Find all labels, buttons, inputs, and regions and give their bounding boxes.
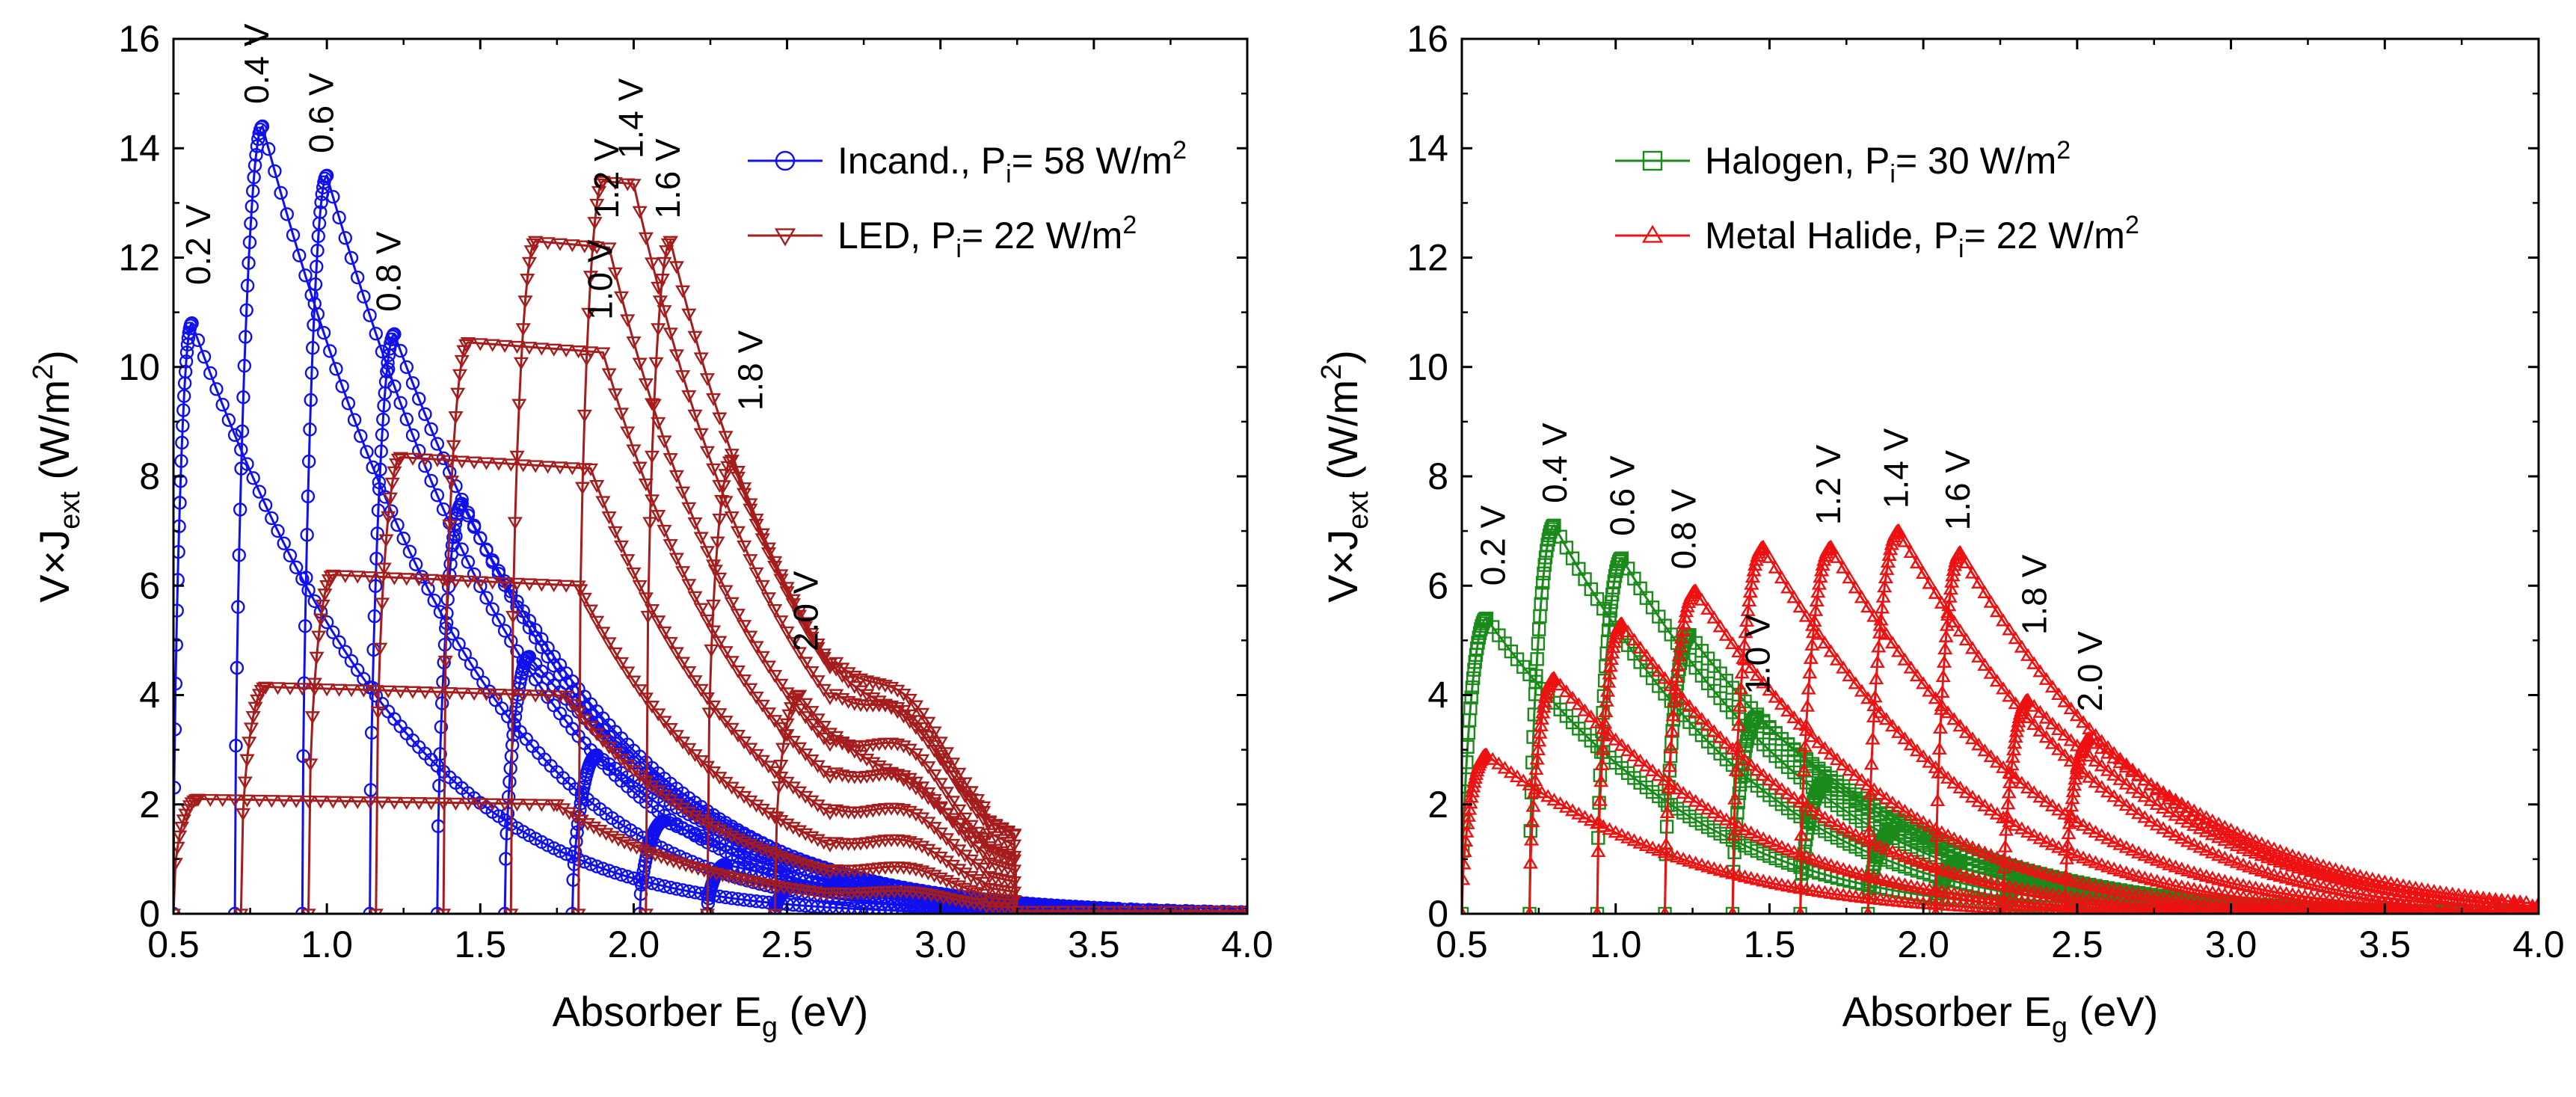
y-tick-label: 14	[118, 127, 160, 169]
y-tick-label: 10	[118, 346, 160, 388]
voltage-label: 1.6 V	[648, 138, 687, 219]
voltage-label: 1.8 V	[731, 331, 770, 411]
legend-label: LED, Pi= 22 W/m2	[837, 211, 1137, 263]
y-tick-label: 8	[139, 455, 160, 497]
legend-label: Incand., Pi= 58 W/m2	[837, 136, 1187, 188]
voltage-label: 1.0 V	[581, 239, 620, 320]
curve-1.0v	[1733, 547, 2539, 914]
y-tick-label: 2	[139, 784, 160, 826]
plot-area	[1456, 520, 2545, 920]
voltage-label: 0.2 V	[179, 204, 218, 285]
curve-1.0v	[443, 342, 1247, 914]
voltage-label: 0.8 V	[369, 231, 408, 312]
x-tick-label: 1.0	[301, 924, 353, 965]
x-tick-label: 4.0	[1221, 924, 1273, 965]
markers-1.0v	[1727, 541, 2532, 918]
legend-marker	[776, 230, 794, 245]
markers-0.8v	[370, 453, 1253, 920]
x-tick-label: 2.5	[761, 924, 814, 965]
x-tick-label: 2.0	[608, 924, 660, 965]
voltage-label: 2.0 V	[787, 571, 826, 651]
x-tick-label: 3.0	[914, 924, 967, 965]
markers-1.0v	[431, 498, 1247, 920]
markers-1.0v	[437, 338, 1223, 920]
curve-1.2v	[511, 242, 1247, 914]
y-tick-label: 4	[139, 675, 160, 716]
x-axis-label: Absorber Eg (eV)	[553, 988, 869, 1043]
y-tick-label: 0	[139, 893, 160, 935]
x-tick-label: 3.5	[1068, 924, 1120, 965]
legend: Incand., Pi= 58 W/m2 LED, Pi= 22 W/m2	[748, 136, 1187, 263]
y-axis-label: V×Jext (W/m2)	[28, 350, 86, 603]
y-tick-label: 6	[139, 565, 160, 606]
y-tick-label: 12	[118, 237, 160, 279]
voltage-label: 0.6 V	[301, 73, 340, 153]
y-tick-label: 16	[118, 18, 160, 60]
voltage-label: 1.4 V	[612, 78, 651, 159]
x-tick-label: 1.5	[455, 924, 507, 965]
series-led	[167, 177, 1253, 920]
voltage-label: 0.4 V	[237, 23, 276, 104]
